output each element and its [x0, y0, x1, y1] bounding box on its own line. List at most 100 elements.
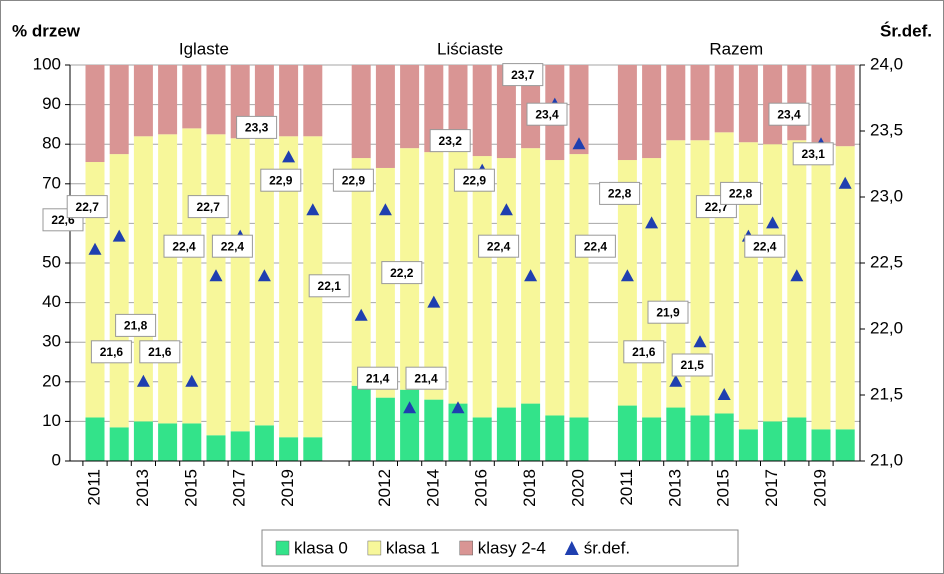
data-label: 23,2	[439, 134, 463, 148]
bar-segment	[206, 65, 226, 135]
marker	[524, 269, 538, 282]
data-label: 22,4	[172, 239, 196, 253]
y-tick-label: 10	[42, 411, 61, 430]
bar-segment	[617, 65, 637, 161]
data-label: 23,3	[245, 121, 269, 135]
legend-swatch	[459, 540, 473, 556]
bar-segment	[666, 407, 686, 461]
data-label-box	[260, 168, 302, 192]
data-label-box	[332, 168, 374, 192]
bar-segment	[738, 65, 758, 143]
bar-segment	[787, 417, 807, 461]
legend-swatch	[275, 540, 290, 556]
bar-segment	[158, 423, 178, 461]
bar-segment	[472, 417, 492, 461]
bar-segment	[182, 423, 202, 461]
data-label: 22,4	[584, 239, 608, 253]
marker	[620, 269, 634, 282]
y-tick-label: 100	[33, 54, 61, 73]
bar-segment	[448, 65, 468, 137]
y2-tick-label: 21,0	[870, 450, 903, 469]
data-label-box	[429, 129, 471, 153]
bar-segment	[642, 417, 662, 461]
y-tick-label: 90	[42, 94, 61, 113]
y-tick-label: 50	[42, 252, 61, 271]
y-tick-label: 20	[42, 371, 61, 390]
data-label-box	[453, 168, 495, 192]
data-label: 22,8	[729, 187, 753, 201]
bar-segment	[158, 65, 178, 135]
y2-tick-label: 24,0	[870, 54, 903, 73]
data-label: 21,6	[632, 345, 656, 359]
x-tick-label: 2020	[568, 469, 587, 507]
bar-segment	[690, 415, 710, 461]
bar-segment	[835, 146, 855, 430]
y2-tick-label: 22,0	[870, 318, 903, 337]
data-label-box	[768, 102, 810, 126]
bar-segment	[714, 413, 734, 461]
bar-segment	[714, 132, 734, 414]
data-label: 22,4	[221, 239, 245, 253]
marker	[645, 216, 659, 229]
data-label: 22,4	[487, 239, 511, 253]
x-tick-label: 2017	[230, 469, 249, 507]
bar-segment	[303, 437, 323, 461]
bar-segment	[375, 397, 395, 461]
bar-segment	[811, 429, 831, 461]
marker	[451, 401, 465, 414]
bar-segment	[787, 65, 807, 141]
data-label-box	[792, 142, 834, 166]
bar-segment	[424, 399, 444, 461]
group-label: Liściaste	[437, 39, 503, 58]
x-tick-label: 2011	[84, 469, 103, 506]
data-label: 23,7	[511, 68, 535, 82]
x-tick-label: 2018	[520, 469, 539, 507]
legend-swatch	[564, 541, 579, 555]
data-label: 22,2	[390, 266, 414, 280]
data-label-box	[381, 261, 423, 285]
data-label-box	[90, 340, 132, 364]
x-tick-label: 2011	[617, 469, 636, 506]
bar-segment	[496, 65, 516, 159]
bar-segment	[666, 65, 686, 141]
marker	[790, 269, 804, 282]
marker	[112, 229, 126, 242]
data-label-box	[744, 234, 786, 258]
bar-segment	[642, 158, 662, 418]
bar-segment	[714, 65, 734, 133]
y-tick-label: 30	[42, 332, 61, 351]
marker	[306, 203, 320, 216]
data-label: 22,8	[608, 187, 632, 201]
marker	[354, 308, 368, 321]
y-tick-label: 0	[52, 450, 61, 469]
legend-box	[261, 529, 739, 567]
bar-segment	[617, 405, 637, 461]
bar-segment	[182, 65, 202, 129]
data-label-box	[405, 366, 447, 390]
x-tick-label: 2013	[665, 469, 684, 507]
x-tick-label: 2014	[423, 469, 442, 507]
data-label: 21,5	[681, 358, 705, 372]
marker	[572, 137, 586, 150]
marker	[136, 374, 150, 387]
data-label-box	[115, 313, 157, 337]
bar-segment	[835, 65, 855, 147]
bar-segment	[133, 65, 153, 137]
marker	[693, 335, 707, 348]
bar-segment	[303, 65, 323, 137]
data-label: 22,7	[197, 200, 221, 214]
data-label: 22,4	[753, 239, 777, 253]
data-label: 22,9	[463, 173, 487, 187]
y2-tick-label: 23,0	[870, 186, 903, 205]
data-label-box	[357, 366, 399, 390]
bar-segment	[375, 65, 395, 168]
marker	[717, 388, 731, 400]
bar-segment	[279, 136, 299, 438]
data-label-box	[66, 195, 108, 219]
marker	[88, 242, 102, 255]
bar-segment	[85, 65, 105, 163]
bar-segment	[279, 65, 299, 137]
x-tick-label: 2015	[714, 469, 733, 507]
bar-segment	[835, 429, 855, 461]
marker	[766, 216, 780, 229]
